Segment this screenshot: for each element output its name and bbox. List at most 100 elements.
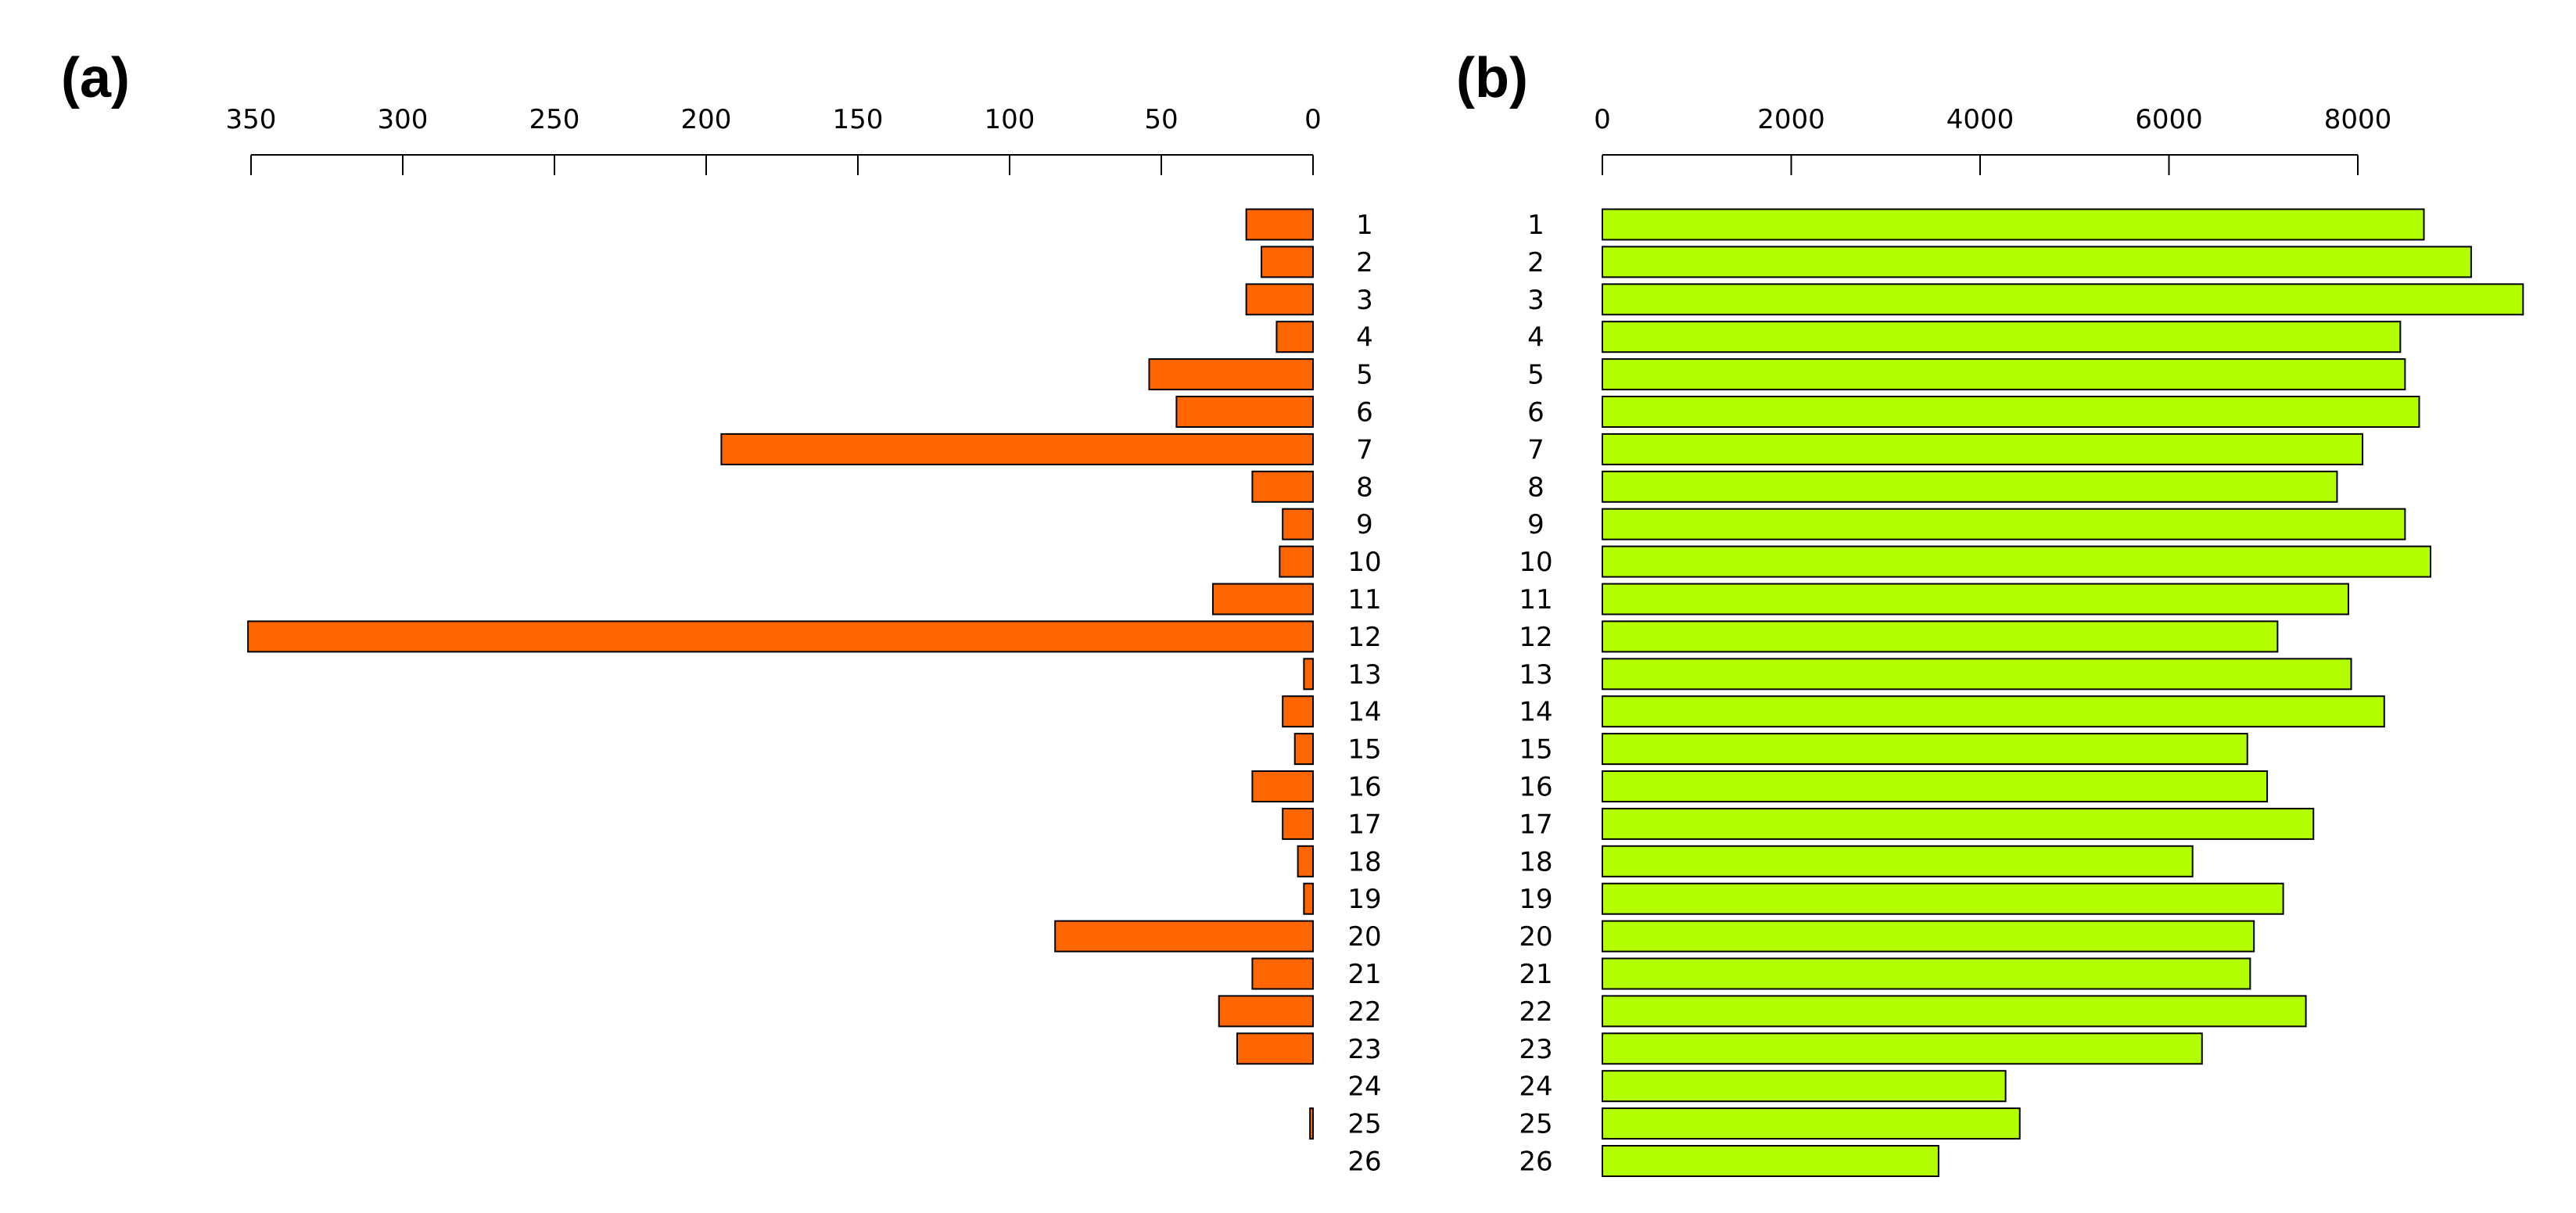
panel-a-category-label: 12 (1347, 622, 1381, 653)
panel-a-chart: (a) 350 300 250 200 150 100 50 0 12345678910111… (61, 47, 1382, 1178)
panel-a-bar (1275, 321, 1314, 353)
panel-b-category-label: 2 (1527, 247, 1545, 278)
panel-b-category-label: 24 (1519, 1071, 1552, 1103)
panel-b-bar (1602, 733, 2248, 766)
panel-a-tick-label: 300 (378, 104, 429, 135)
panel-b-bar (1602, 882, 2284, 915)
panel-a-bar (1218, 995, 1314, 1028)
panel-a-category-labels: 1234567891011121314151617181920212223242… (1347, 210, 1381, 1178)
panel-a-bar (1054, 920, 1314, 953)
panel-b-bar (1602, 920, 2255, 953)
panel-b-bar (1602, 995, 2307, 1028)
panel-a-bar (1236, 1032, 1314, 1065)
panel-a-category-label: 21 (1347, 959, 1381, 990)
panel-b-category-label: 25 (1519, 1109, 1552, 1140)
panel-a-bar (1282, 807, 1314, 840)
panel-a-category-label: 18 (1347, 846, 1381, 877)
panel-b-bar (1602, 807, 2315, 840)
panel-a-axis: 350 300 250 200 150 100 50 0 (226, 104, 1322, 175)
panel-a-tick-label: 50 (1144, 104, 1178, 135)
panel-b-category-label: 3 (1527, 285, 1545, 316)
panel-b-category-label: 21 (1519, 959, 1552, 990)
panel-a-bar (1175, 396, 1315, 428)
panel-b-axis: 0 2000 4000 6000 8000 (1594, 104, 2391, 175)
panel-a-category-label: 16 (1347, 772, 1381, 803)
panel-b-category-label: 19 (1519, 884, 1552, 915)
panel-b-bar (1602, 283, 2524, 316)
panel-b-bar (1602, 583, 2349, 615)
panel-b-category-label: 9 (1527, 509, 1545, 540)
panel-a-category-label: 25 (1347, 1109, 1381, 1140)
panel-b-category-label: 16 (1519, 772, 1552, 803)
panel-b-category-label: 23 (1519, 1034, 1552, 1065)
panel-a-bar (1282, 508, 1314, 540)
panel-a-category-label: 13 (1347, 659, 1381, 691)
panel-b-bar (1602, 620, 2279, 653)
panel-b-bar (1602, 1070, 2007, 1103)
panel-a-bar (720, 432, 1314, 465)
panel-b-category-label: 10 (1519, 547, 1552, 578)
panel-a-category-label: 2 (1356, 247, 1373, 278)
panel-b-category-label: 15 (1519, 734, 1552, 766)
panel-a-category-label: 11 (1347, 584, 1381, 615)
panel-b-tick-label: 0 (1594, 104, 1611, 135)
panel-a-category-label: 4 (1356, 322, 1373, 353)
panel-b-category-label: 1 (1527, 210, 1545, 241)
panel-a-tick-label: 100 (985, 104, 1035, 135)
panel-a-bar (1303, 882, 1314, 915)
panel-a-bar (1279, 545, 1314, 578)
panel-b-category-label: 13 (1519, 659, 1552, 691)
panel-b-category-label: 4 (1527, 322, 1545, 353)
panel-b-bar (1602, 470, 2338, 503)
panel-a-bar (1211, 583, 1314, 615)
panel-b-bar (1602, 358, 2406, 391)
panel-b-chart: (b) 0 2000 4000 6000 8000 123456789101112131… (1456, 47, 2524, 1178)
panel-b-tick-label: 2000 (1757, 104, 1825, 135)
panel-b-category-label: 5 (1527, 360, 1545, 391)
panel-a-category-label: 1 (1356, 210, 1373, 241)
panel-b-bar (1602, 246, 2472, 278)
panel-a-category-label: 6 (1356, 397, 1373, 429)
panel-a-bar (1245, 208, 1315, 241)
panel-b-bar (1602, 770, 2269, 802)
panel-b-category-label: 6 (1527, 397, 1545, 429)
panel-a-category-label: 9 (1356, 509, 1373, 540)
panel-b-tick-label: 6000 (2135, 104, 2203, 135)
panel-a-tick-label: 250 (529, 104, 580, 135)
panel-b-bar (1602, 1145, 1939, 1177)
panel-b-bar (1602, 508, 2406, 540)
panel-b-bar (1602, 545, 2431, 578)
panel-b-category-label: 17 (1519, 809, 1552, 840)
panel-a-category-label: 19 (1347, 884, 1381, 915)
panel-b-bar (1602, 432, 2364, 465)
panel-a-tick-label: 150 (833, 104, 884, 135)
panel-a-bar (247, 620, 1314, 653)
panel-b-category-labels: 1234567891011121314151617181920212223242… (1519, 210, 1552, 1178)
panel-a-tick-label: 0 (1304, 104, 1322, 135)
panel-a-category-label: 20 (1347, 921, 1381, 953)
panel-a-bar (1251, 470, 1315, 503)
panel-b-category-label: 7 (1527, 434, 1545, 465)
panel-b-category-label: 8 (1527, 472, 1545, 503)
panel-b-tick-label: 4000 (1946, 104, 2015, 135)
panel-a-category-label: 15 (1347, 734, 1381, 766)
panel-b-bar (1602, 396, 2420, 428)
panel-a-bar (1293, 733, 1314, 766)
panel-a-category-label: 7 (1356, 434, 1373, 465)
panel-b-bar (1602, 1032, 2203, 1065)
panel-a-category-label: 3 (1356, 285, 1373, 316)
panel-b-bar (1602, 658, 2352, 691)
panel-a-bars (247, 208, 1315, 1140)
panel-a-bar (1245, 283, 1315, 316)
panel-a-category-label: 24 (1347, 1071, 1381, 1103)
panel-a-category-label: 17 (1347, 809, 1381, 840)
panel-a-category-label: 26 (1347, 1147, 1381, 1178)
panel-a-bar (1303, 658, 1314, 691)
panel-b-tick-label: 8000 (2324, 104, 2392, 135)
panel-a-tick-label: 350 (226, 104, 277, 135)
panel-b-category-label: 20 (1519, 921, 1552, 953)
panel-a-category-label: 22 (1347, 996, 1381, 1028)
panel-a-bar (1251, 957, 1315, 990)
panel-a-category-label: 14 (1347, 697, 1381, 728)
